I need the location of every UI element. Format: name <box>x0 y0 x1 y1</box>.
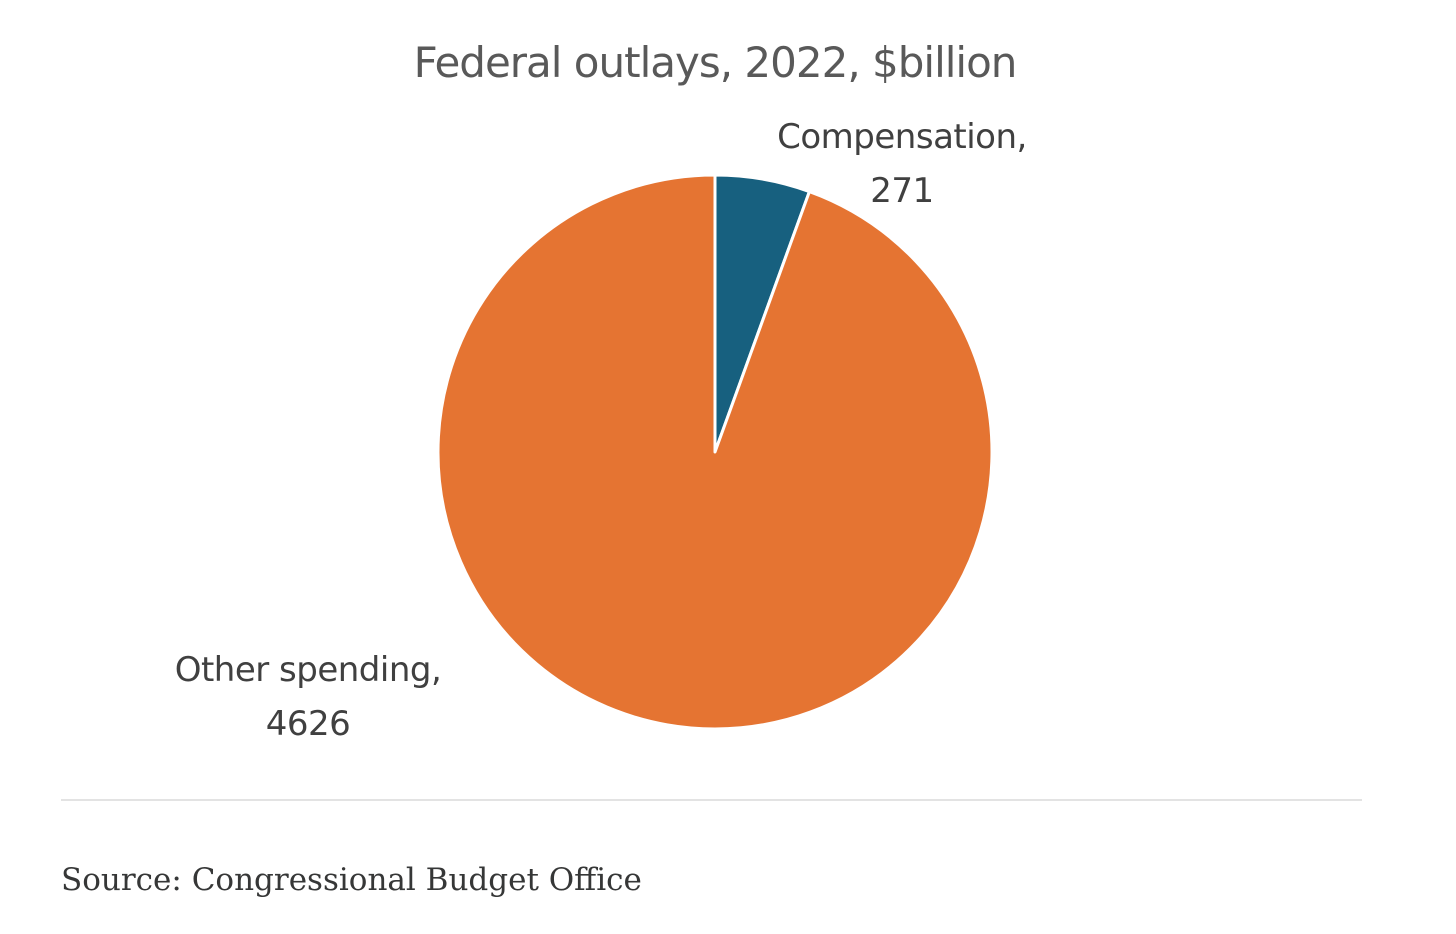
data-label-compensation-name: Compensation, <box>777 117 1027 157</box>
chart-title: Federal outlays, 2022, $billion <box>413 38 1018 87</box>
data-label-compensation: Compensation, 271 <box>752 110 1052 218</box>
divider <box>61 799 1362 801</box>
data-label-other-spending-name: Other spending, <box>174 650 442 690</box>
source-note: Source: Congressional Budget Office <box>61 862 642 898</box>
data-label-other-spending: Other spending, 4626 <box>148 643 468 751</box>
chart-area: Federal outlays, 2022, $billion Compensa… <box>148 38 1052 751</box>
data-label-compensation-value: 271 <box>870 171 934 211</box>
pie-slice-other-spending <box>436 173 994 731</box>
data-label-other-spending-value: 4626 <box>265 704 351 744</box>
pie-chart <box>436 173 994 731</box>
